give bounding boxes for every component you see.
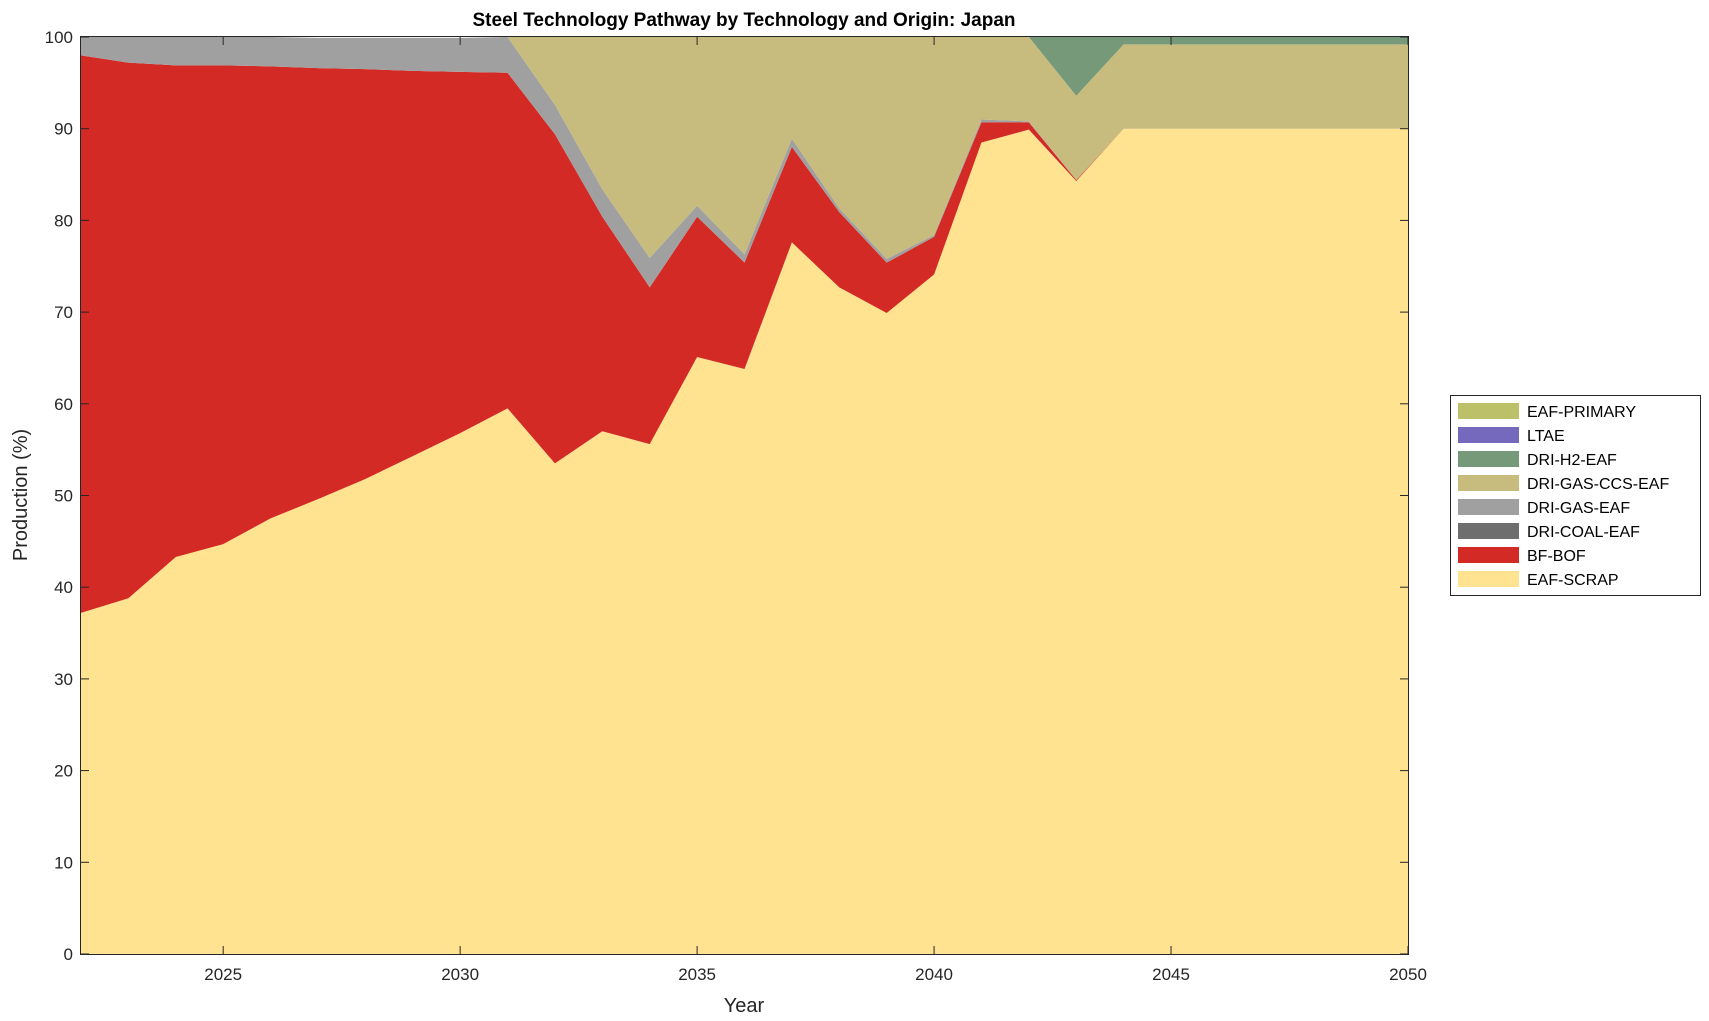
legend-swatch [1458, 475, 1519, 491]
area-dri-gas-ccs-eaf [81, 37, 1408, 259]
legend-label: DRI-GAS-CCS-EAF [1527, 476, 1669, 493]
x-tick-label: 2025 [204, 965, 242, 984]
x-tick-label: 2045 [1152, 965, 1190, 984]
legend-label: EAF-PRIMARY [1527, 404, 1636, 421]
x-tick-label: 2035 [678, 965, 716, 984]
x-tick-label: 2040 [915, 965, 953, 984]
y-tick-label: 10 [54, 853, 73, 872]
legend-box [1450, 395, 1701, 596]
legend-swatch [1458, 547, 1519, 563]
area-dri-gas-eaf [81, 37, 1408, 288]
x-tick-label: 2050 [1389, 965, 1427, 984]
y-tick-label: 20 [54, 762, 73, 781]
x-tick-label: 2030 [441, 965, 479, 984]
legend-swatch [1458, 403, 1519, 419]
x-axis-label: Year [724, 995, 765, 1017]
legend-label: DRI-COAL-EAF [1527, 524, 1640, 541]
y-tick-label: 0 [64, 945, 73, 964]
area-dri-h2-eaf [81, 37, 1408, 96]
area-bf-bof [81, 55, 1408, 613]
y-tick-label: 100 [45, 28, 73, 47]
y-axis-label: Production (%) [10, 429, 32, 561]
y-tick-label: 80 [54, 211, 73, 230]
legend-swatch [1458, 451, 1519, 467]
legend-swatch [1458, 523, 1519, 539]
y-tick-label: 30 [54, 670, 73, 689]
y-tick-label: 60 [54, 395, 73, 414]
legend-swatch [1458, 499, 1519, 515]
y-axis: 0 10 20 30 40 50 60 70 80 90 100 [45, 28, 1408, 964]
legend-label: DRI-H2-EAF [1527, 452, 1617, 469]
y-tick-label: 70 [54, 303, 73, 322]
legend-swatch [1458, 427, 1519, 443]
legend-label: EAF-SCRAP [1527, 572, 1619, 589]
y-tick-label: 90 [54, 120, 73, 139]
area-eaf-scrap [81, 128, 1408, 954]
legend: EAF-PRIMARY LTAE DRI-H2-EAF DRI-GAS-CCS-EAF… [1450, 395, 1701, 596]
area-layers [81, 37, 1408, 954]
legend-swatch [1458, 571, 1519, 587]
y-tick-label: 50 [54, 487, 73, 506]
legend-label: LTAE [1527, 428, 1565, 445]
x-axis: 2025 2030 2035 2040 2045 2050 [204, 37, 1427, 984]
legend-label: BF-BOF [1527, 548, 1586, 565]
legend-label: DRI-GAS-EAF [1527, 500, 1630, 517]
chart-title: Steel Technology Pathway by Technology a… [473, 10, 1016, 31]
plot-frame [80, 36, 1409, 955]
y-tick-label: 40 [54, 578, 73, 597]
